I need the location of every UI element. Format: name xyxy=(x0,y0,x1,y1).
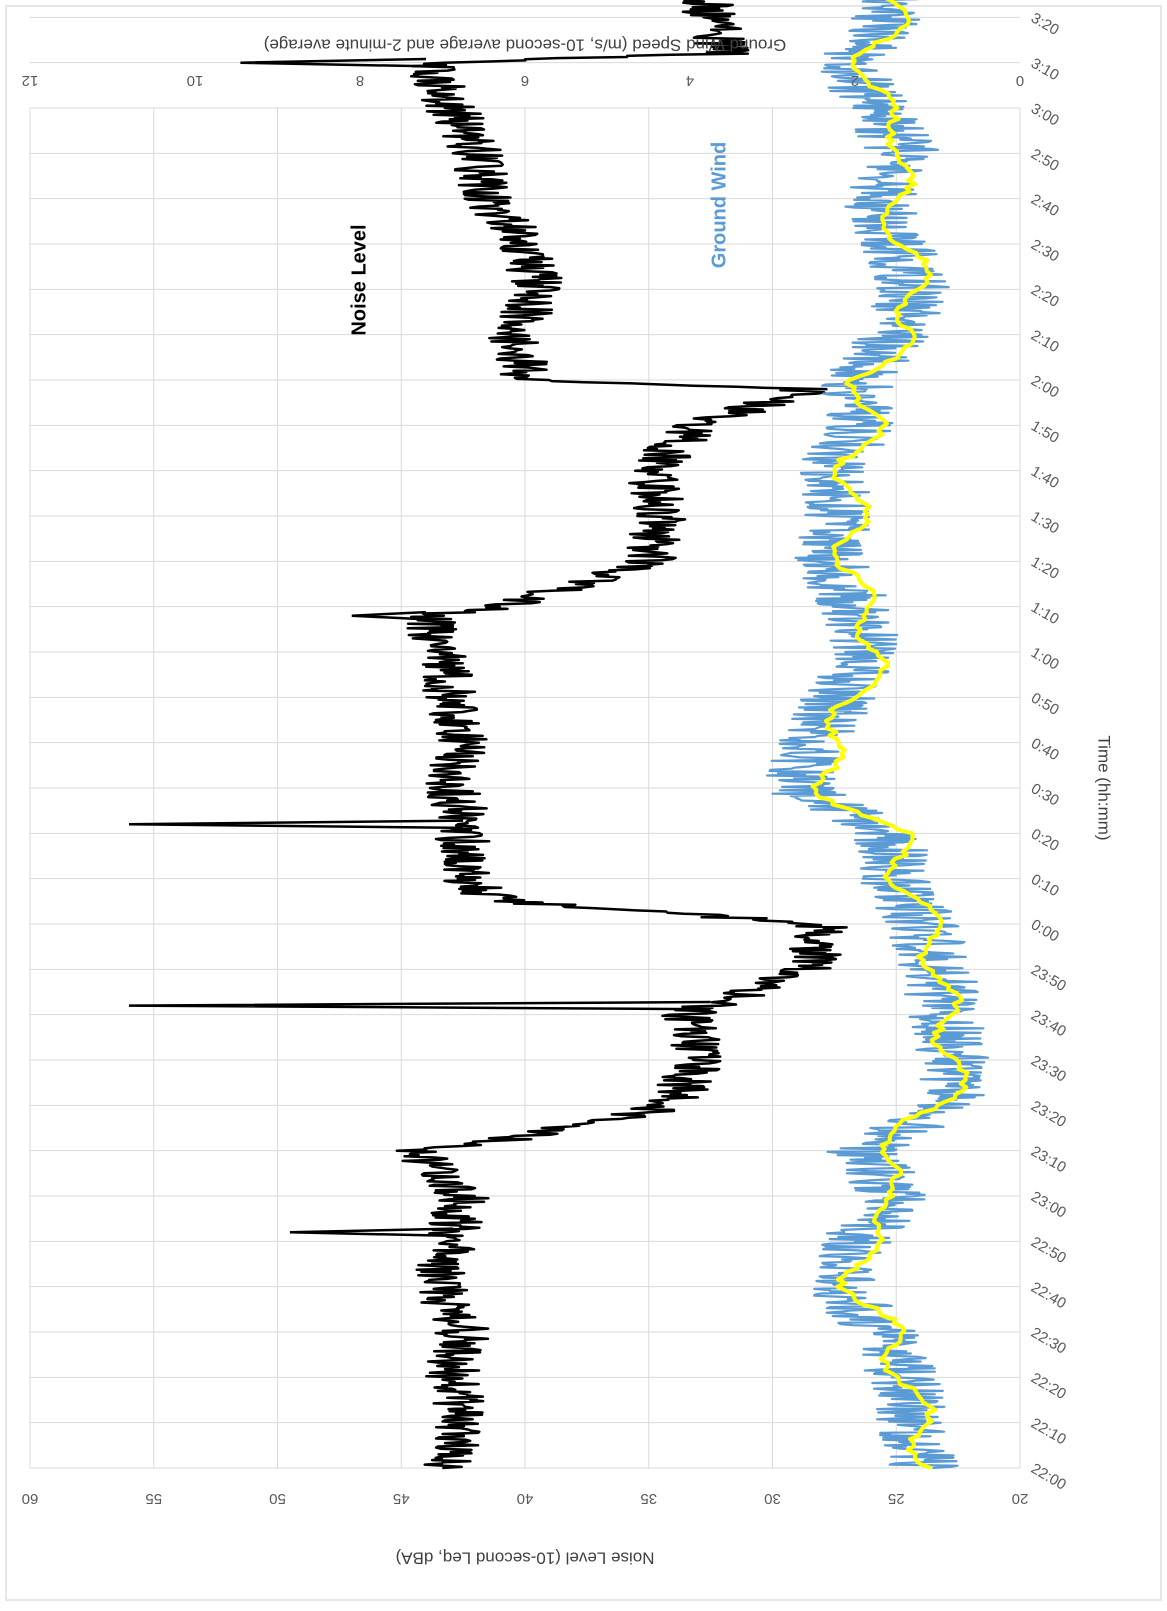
y-right-tick-label: 2 xyxy=(851,72,859,89)
chart-frame xyxy=(5,5,1162,1601)
y-right-axis-title: Ground Wind Speed (m/s, 10-second averag… xyxy=(264,36,787,55)
y-right-tick-label: 12 xyxy=(22,72,39,89)
y-right-tick-label: 4 xyxy=(686,72,694,89)
series-line-1 xyxy=(765,0,990,1470)
noise-spike xyxy=(240,57,427,68)
y-left-tick-label: 20 xyxy=(1012,1490,1029,1507)
noise-spike xyxy=(351,610,427,621)
y-left-tick-label: 55 xyxy=(145,1490,162,1507)
series-label: Noise Level xyxy=(348,224,370,335)
y-left-tick-label: 30 xyxy=(764,1490,781,1507)
series-line-0 xyxy=(395,0,848,1470)
series-layer xyxy=(128,0,990,1470)
y-right-tick-label: 8 xyxy=(356,72,364,89)
y-right-tick-label: 0 xyxy=(1016,72,1024,89)
y-right-tick-label: 10 xyxy=(187,72,204,89)
grid-layer xyxy=(29,16,1021,1469)
series-label: Ground Wind xyxy=(708,142,730,268)
title-layer: Noise Level Ground Wind Time (hh:mm) Noise … xyxy=(264,36,1114,1568)
y-right-tick-label: 6 xyxy=(521,72,529,89)
y-left-tick-label: 50 xyxy=(269,1490,286,1507)
y-left-tick-label: 45 xyxy=(393,1490,410,1507)
noise-spike xyxy=(128,1000,711,1011)
series-line-2 xyxy=(810,0,970,1470)
x-axis-title: Time (hh:mm) xyxy=(1095,735,1114,840)
y-left-tick-label: 25 xyxy=(888,1490,905,1507)
noise-spike xyxy=(128,819,464,830)
y-left-tick-label: 35 xyxy=(640,1490,657,1507)
noise-spike xyxy=(289,1227,454,1238)
y-left-axis-title: Noise Level (10-second Leq, dBA) xyxy=(396,1549,655,1568)
y-left-tick-label: 40 xyxy=(517,1490,534,1507)
y-left-tick-label: 60 xyxy=(22,1490,39,1507)
